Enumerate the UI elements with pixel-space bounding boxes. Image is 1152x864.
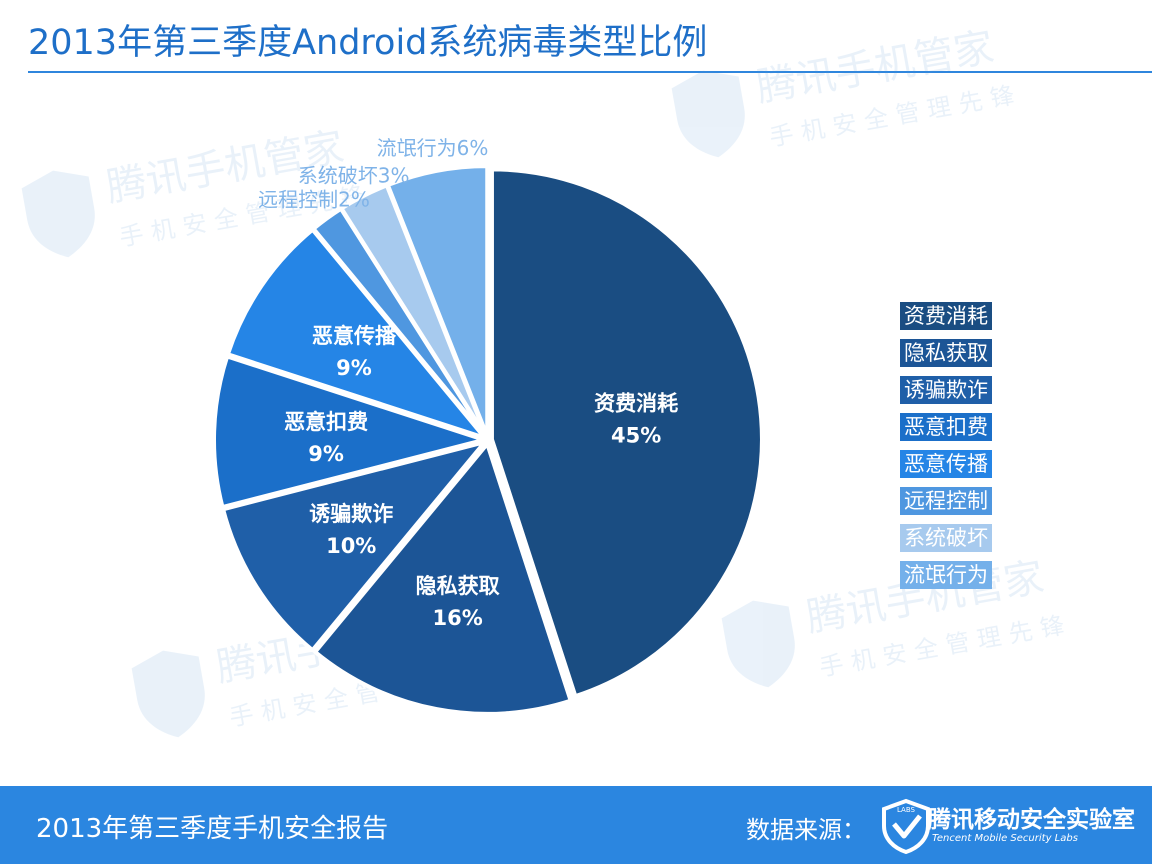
slice-outside-label: 流氓行为6% xyxy=(377,136,489,160)
legend-item: 流氓行为 xyxy=(900,561,992,589)
report-title: 2013年第三季度手机安全报告 xyxy=(36,814,389,844)
logo-text: LABS xyxy=(897,806,916,814)
legend-item: 恶意传播 xyxy=(900,450,992,478)
slice-label: 隐私获取 xyxy=(416,574,500,598)
watermark-shield-icon xyxy=(131,650,205,738)
pie-slice xyxy=(385,164,490,439)
legend-item: 恶意扣费 xyxy=(900,413,992,441)
legend-item: 系统破坏 xyxy=(900,524,992,552)
org-name: 腾讯移动安全实验室 xyxy=(928,807,1135,833)
slice-value-label: 9% xyxy=(308,442,344,466)
pie-slice xyxy=(221,440,487,653)
pie-chart: 腾讯手机管家手机安全管理先锋腾讯手机管家手机安全管理先锋腾讯手机管家手机安全管理… xyxy=(21,24,1074,738)
slice-outside-label: 系统破坏3% xyxy=(298,163,410,187)
pie-slice xyxy=(313,441,573,716)
slice-value-label: 45% xyxy=(611,424,661,448)
source-label: 数据来源： xyxy=(746,816,866,844)
slice-label: 资费消耗 xyxy=(594,392,678,416)
pie-labels: 资费消耗 45% 隐私获取 16% 诱骗欺诈 10% 恶意扣费 9% 恶意传播 9% 远程控制2%系… xyxy=(258,136,678,630)
slice-value-label: 16% xyxy=(433,606,483,630)
watermark-shield-icon xyxy=(21,170,95,258)
slice-label: 诱骗欺诈 xyxy=(309,502,393,526)
legend-item: 资费消耗 xyxy=(900,302,992,330)
title-divider xyxy=(28,71,1152,73)
slice-label: 恶意扣费 xyxy=(284,410,368,434)
slice-outside-label: 远程控制2% xyxy=(258,188,370,212)
watermark-shield-icon xyxy=(721,600,795,688)
pie-slice xyxy=(225,227,487,440)
pie-slice xyxy=(489,167,764,699)
org-name-en: Tencent Mobile Security Labs xyxy=(932,833,1078,844)
pie-slices xyxy=(212,164,764,716)
watermark-shield-icon xyxy=(671,70,745,158)
chart-legend: 资费消耗隐私获取诱骗欺诈恶意扣费恶意传播远程控制系统破坏流氓行为 xyxy=(900,302,992,589)
slice-value-label: 10% xyxy=(326,534,376,558)
legend-item: 诱骗欺诈 xyxy=(900,376,992,404)
chart-title: 2013年第三季度Android系统病毒类型比例 xyxy=(28,23,708,63)
legend-item: 隐私获取 xyxy=(900,339,992,367)
slice-label: 恶意传播 xyxy=(312,324,397,348)
legend-item: 远程控制 xyxy=(900,487,992,515)
footer-bar: 2013年第三季度手机安全报告 数据来源： LABS 腾讯移动安全实验室 Ten… xyxy=(0,786,1152,864)
pie-slice xyxy=(212,354,487,510)
slice-value-label: 9% xyxy=(336,356,372,380)
shield-logo-icon: LABS xyxy=(882,798,930,854)
